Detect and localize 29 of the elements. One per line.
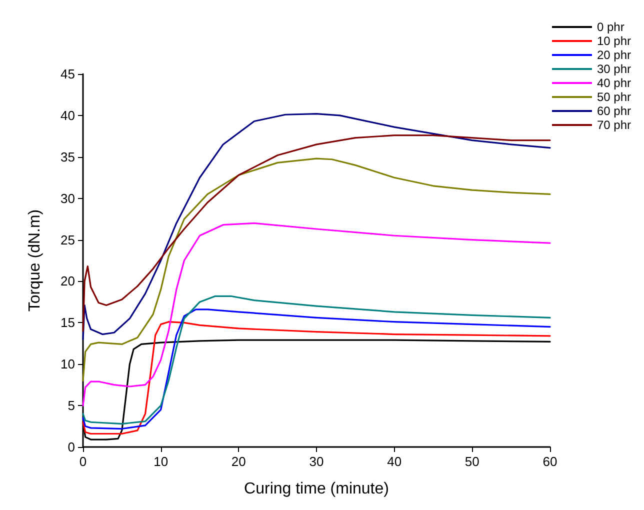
line-series — [82, 158, 551, 382]
x-tick-label: 0 — [79, 454, 87, 469]
legend-label: 50 phr — [596, 90, 632, 104]
x-tick-label: 50 — [464, 454, 480, 469]
x-tick-label: 60 — [542, 454, 558, 469]
y-tick-label: 20 — [60, 274, 75, 289]
legend-label: 40 phr — [596, 76, 632, 90]
y-tick-label: 10 — [60, 356, 75, 372]
x-tick-label: 20 — [231, 454, 246, 469]
y-tick-label: 40 — [60, 108, 75, 123]
x-axis-title: Curing time (minute) — [244, 480, 389, 498]
legend-label: 30 phr — [596, 62, 632, 76]
legend-label: 60 phr — [596, 104, 632, 118]
y-tick-label: 15 — [60, 315, 75, 330]
y-tick-label: 5 — [68, 398, 75, 414]
x-tick-label: 30 — [309, 454, 324, 469]
y-tick-label: 45 — [60, 66, 75, 82]
legend-label: 70 phr — [596, 118, 632, 132]
x-tick-label: 10 — [154, 454, 168, 469]
y-tick-label: 30 — [60, 190, 75, 206]
legend-label: 0 phr — [596, 20, 624, 34]
legend-label: 20 phr — [596, 48, 632, 62]
y-tick-label: 35 — [60, 149, 75, 164]
x-tick-label: 40 — [387, 454, 402, 469]
y-axis-title: Torque (dN.m) — [26, 209, 44, 312]
legend-label: 10 phr — [596, 34, 632, 48]
line-series — [82, 222, 551, 406]
y-tick-label: 0 — [68, 440, 75, 454]
y-tick-label: 25 — [60, 232, 75, 248]
